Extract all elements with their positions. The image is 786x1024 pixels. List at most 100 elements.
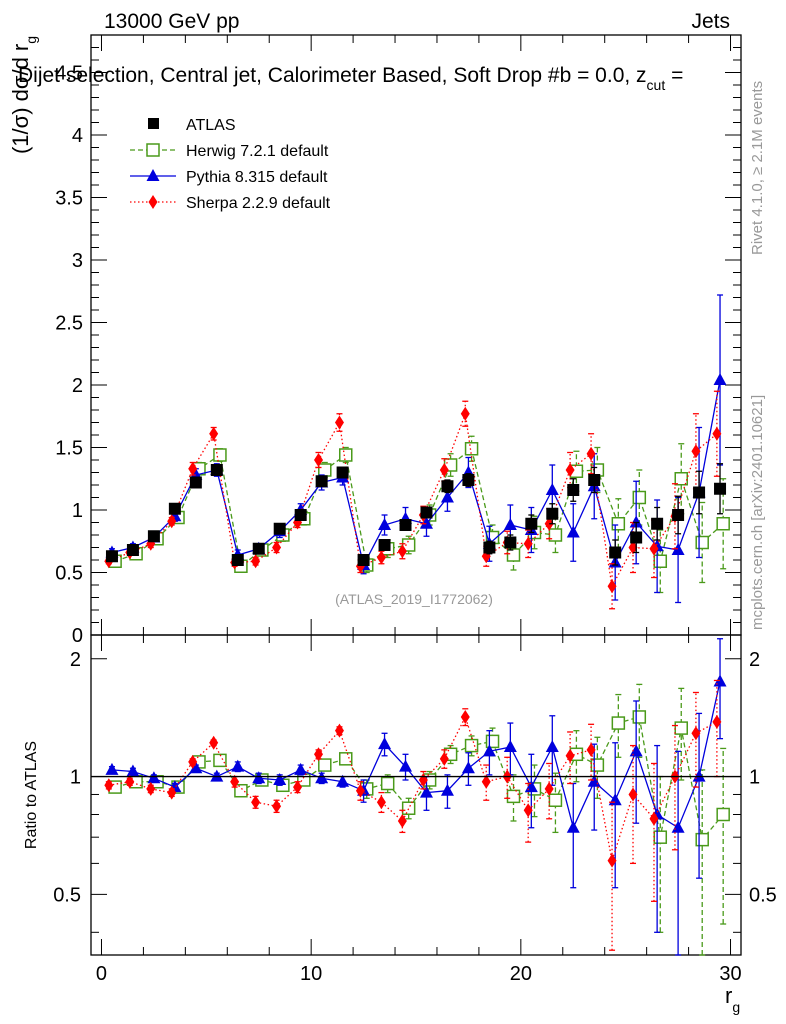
data-point-pythia bbox=[378, 737, 392, 750]
data-point-atlas bbox=[588, 474, 601, 486]
data-point-pythia bbox=[503, 740, 517, 752]
data-point-herwig bbox=[590, 758, 605, 772]
data-point-sherpa bbox=[167, 785, 177, 800]
data-point-atlas bbox=[294, 509, 307, 521]
data-point-sherpa bbox=[712, 426, 722, 441]
data-point-herwig bbox=[611, 716, 626, 730]
main-y-tick-label: 0 bbox=[72, 625, 83, 647]
data-point-sherpa bbox=[691, 726, 701, 741]
data-point-sherpa bbox=[565, 463, 575, 477]
data-point-pythia bbox=[378, 518, 392, 530]
data-point-sherpa bbox=[607, 853, 617, 868]
data-point-herwig bbox=[716, 517, 730, 531]
data-point-sherpa bbox=[565, 748, 575, 763]
data-point-pythia bbox=[482, 744, 496, 757]
data-point-sherpa bbox=[376, 550, 386, 565]
x-axis-label: rg bbox=[725, 983, 740, 1015]
series-line-sherpa bbox=[108, 413, 718, 589]
data-point-sherpa bbox=[251, 554, 261, 569]
data-point-herwig bbox=[653, 830, 668, 844]
series-pythia bbox=[105, 638, 727, 956]
data-point-sherpa bbox=[586, 742, 596, 757]
data-point-sherpa bbox=[146, 781, 156, 796]
data-point-sherpa bbox=[314, 453, 323, 467]
data-point-pythia bbox=[440, 490, 454, 503]
data-point-herwig bbox=[716, 807, 730, 822]
data-point-atlas bbox=[630, 531, 643, 544]
legend-herwig-marker bbox=[146, 143, 160, 157]
data-point-atlas bbox=[147, 530, 160, 543]
main-y-axis-label: (1/σ) dσ/d rg bbox=[8, 36, 39, 154]
data-point-sherpa bbox=[188, 461, 198, 476]
legend-pythia-marker bbox=[146, 169, 160, 181]
main-y-tick-label: 2.5 bbox=[55, 313, 83, 335]
data-point-pythia bbox=[629, 744, 643, 757]
data-point-herwig bbox=[548, 528, 563, 542]
main-y-tick-label: 4.5 bbox=[55, 63, 83, 85]
axis-ticks: 0 0.5 1 1.5 2 2.5 3 3.5 4 4.5 0 10 20 30 0.5 0.5 1 1 2 2 bbox=[53, 34, 777, 985]
data-point-atlas bbox=[567, 484, 580, 496]
mcplots-label-text: mcplots.cern.ch [arXiv:2401.10621] bbox=[749, 395, 766, 630]
data-point-herwig bbox=[506, 548, 521, 562]
data-point-atlas bbox=[189, 476, 202, 489]
legend-atlas-marker bbox=[148, 118, 159, 129]
data-point-herwig bbox=[506, 789, 521, 804]
data-point-pythia bbox=[399, 759, 413, 772]
main-y-tick-label: 2 bbox=[72, 375, 83, 397]
series-sherpa bbox=[104, 390, 722, 610]
rivet-label-text: Rivet 4.1.0, ≥ 2.1M events bbox=[749, 81, 766, 255]
data-point-pythia bbox=[461, 761, 475, 774]
data-point-sherpa bbox=[649, 541, 659, 556]
data-point-herwig bbox=[632, 710, 647, 724]
data-point-atlas bbox=[525, 517, 538, 530]
data-point-sherpa bbox=[586, 446, 596, 461]
data-point-atlas bbox=[462, 474, 475, 486]
data-point-atlas bbox=[672, 509, 685, 521]
data-point-sherpa bbox=[544, 781, 554, 796]
rivet-label: Rivet 4.1.0, ≥ 2.1M events bbox=[749, 81, 766, 255]
data-point-herwig bbox=[380, 776, 395, 791]
main-y-tick-label: 0.5 bbox=[55, 563, 83, 585]
data-point-sherpa bbox=[334, 415, 344, 430]
data-point-herwig bbox=[548, 793, 563, 807]
data-point-atlas bbox=[252, 542, 265, 555]
data-point-atlas bbox=[105, 550, 118, 563]
data-point-herwig bbox=[401, 801, 416, 815]
data-point-sherpa bbox=[230, 774, 240, 789]
data-point-sherpa bbox=[167, 514, 177, 529]
ratio-y-axis-label: Ratio to ATLAS bbox=[23, 741, 40, 849]
data-point-sherpa bbox=[334, 723, 344, 738]
data-point-herwig bbox=[674, 472, 688, 486]
data-point-sherpa bbox=[523, 536, 533, 551]
data-point-sherpa bbox=[376, 795, 386, 810]
main-y-tick-label: 1.5 bbox=[55, 438, 83, 460]
data-point-pythia bbox=[545, 740, 559, 752]
main-ylabel-sub: g bbox=[23, 36, 39, 44]
data-point-atlas bbox=[210, 464, 223, 476]
legend: ATLAS Herwig 7.2.1 default Pythia 8.315 … bbox=[130, 117, 331, 212]
analysis-label: (ATLAS_2019_I1772062) bbox=[335, 591, 493, 607]
xlabel-text: r bbox=[725, 983, 732, 1008]
ratio-ylabel-text: Ratio to ATLAS bbox=[23, 741, 40, 849]
data-point-sherpa bbox=[293, 780, 303, 795]
data-point-pythia bbox=[440, 783, 454, 796]
series-sherpa bbox=[104, 679, 722, 951]
legend-pythia-label: Pythia 8.315 default bbox=[186, 169, 328, 186]
data-point-pythia bbox=[713, 373, 727, 385]
data-point-sherpa bbox=[251, 795, 261, 810]
data-point-sherpa bbox=[460, 709, 470, 724]
x-tick-label: 0 bbox=[96, 963, 107, 985]
data-point-pythia bbox=[315, 771, 329, 784]
data-point-sherpa bbox=[460, 406, 470, 421]
main-panel-data bbox=[104, 294, 730, 610]
data-point-pythia bbox=[419, 516, 433, 529]
ratio-panel-data bbox=[104, 638, 730, 956]
data-point-herwig bbox=[653, 554, 668, 568]
x-tick-label: 20 bbox=[510, 963, 532, 985]
data-point-atlas bbox=[126, 544, 139, 556]
data-point-sherpa bbox=[649, 811, 659, 826]
data-point-pythia bbox=[336, 774, 350, 787]
data-point-sherpa bbox=[272, 799, 282, 814]
data-point-pythia bbox=[189, 761, 203, 774]
data-point-sherpa bbox=[712, 714, 722, 729]
